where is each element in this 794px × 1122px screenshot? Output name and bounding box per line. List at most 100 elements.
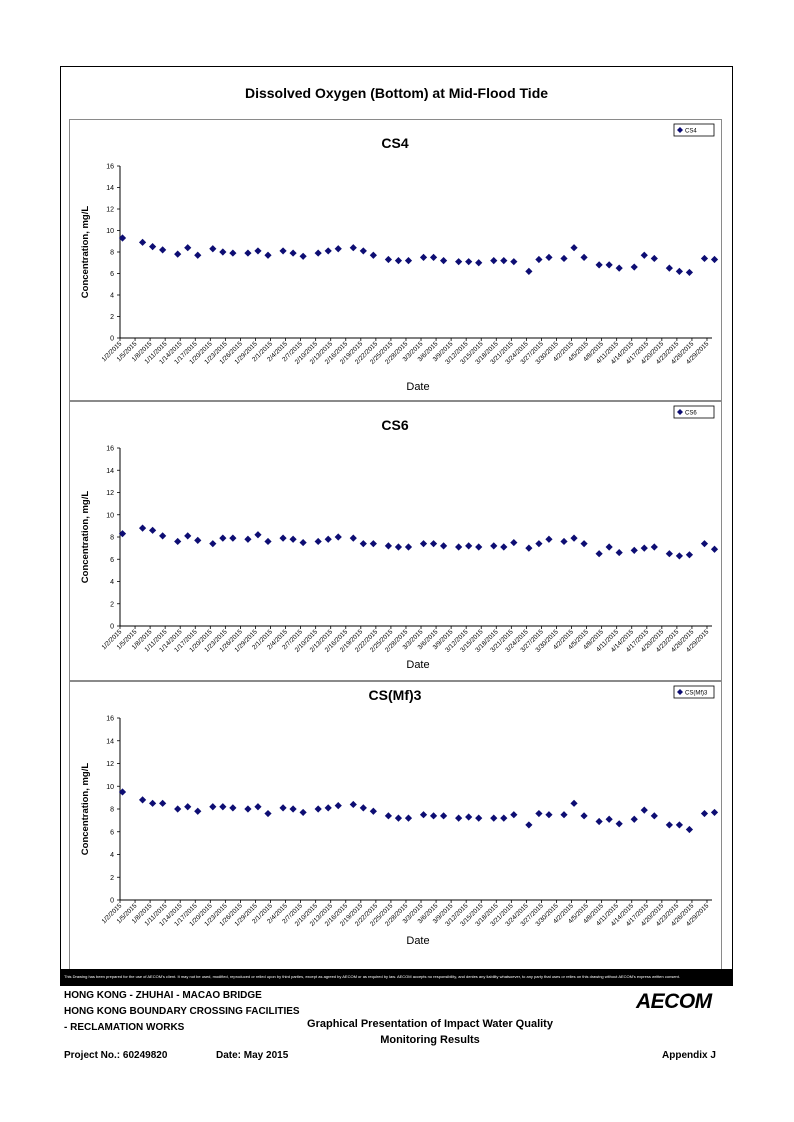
data-point: [209, 803, 217, 811]
chart-csmf3: CS(Mf)3 CS(Mf)302468101214161/2/20151/5/2…: [80, 685, 719, 947]
data-point: [279, 534, 287, 542]
data-point: [229, 534, 237, 542]
chart-panel-cs4: CS4 CS4 0 2 4 6 8 10 12 14 16 1/2/2015 1/5/2015 1/8/2…: [69, 119, 722, 401]
data-point: [324, 247, 332, 255]
data-point: [299, 252, 307, 260]
drawing-title-line-1: Graphical Presentation of Impact Water Q…: [307, 1018, 553, 1030]
data-point: [419, 253, 428, 261]
x-axis-title-csmf3: Date: [406, 935, 429, 947]
legend-box: [673, 685, 715, 699]
page-title: Dissolved Oxygen (Bottom) at Mid-Flood T…: [244, 85, 549, 101]
y-tick-label: 16: [106, 716, 114, 723]
data-point: [209, 540, 217, 548]
project-line-3: - RECLAMATION WORKS: [64, 1022, 185, 1033]
data-point: [429, 540, 438, 548]
project-line-2: HONG KONG BOUNDARY CROSSING FACILITIES: [64, 1006, 300, 1017]
data-point: [149, 799, 157, 807]
legend-marker: [677, 409, 683, 415]
data-point: [159, 532, 167, 540]
data-point: [384, 255, 393, 264]
legend-marker: [677, 127, 683, 133]
data-point: [580, 253, 588, 261]
data-point: [149, 243, 157, 251]
data-point: [244, 535, 252, 543]
y-tick-label: 14: [106, 738, 114, 745]
data-point: [525, 544, 533, 552]
y-tick-label: 6: [110, 271, 114, 278]
data-point: [264, 809, 272, 818]
data-point: [475, 543, 483, 551]
y-axis-title-cs4: Concentration, mg/L: [80, 206, 91, 299]
data-point: [630, 263, 638, 271]
legend-cs4: CS4: [673, 123, 715, 137]
data-point: [595, 817, 603, 826]
data-point: [299, 808, 307, 817]
data-point: [394, 814, 403, 822]
y-tick-label: 12: [106, 761, 114, 768]
y-tick-label: 12: [106, 490, 114, 497]
data-point: [685, 825, 694, 834]
data-point: [118, 788, 127, 796]
data-point: [630, 815, 638, 823]
data-point: [665, 821, 673, 829]
legend-csmf3: CS(Mf)3: [673, 685, 715, 699]
y-tick-label: 0: [110, 898, 114, 905]
y-tick-label: 4: [110, 293, 114, 300]
data-point: [510, 258, 518, 266]
y-tick-label: 14: [106, 468, 114, 475]
data-point: [570, 534, 578, 542]
y-tick-label: 0: [110, 336, 114, 343]
data-point: [535, 540, 543, 548]
data-point: [324, 535, 332, 543]
data-point: [535, 255, 543, 264]
data-point: [349, 800, 357, 809]
data-point: [299, 538, 307, 547]
y-axis-title-cs6: Concentration, mg/L: [80, 491, 91, 584]
data-point: [500, 543, 508, 551]
data-point: [404, 257, 413, 265]
data-point: [510, 538, 518, 547]
data-point: [535, 809, 543, 818]
data-point: [439, 812, 448, 820]
data-point: [595, 261, 603, 269]
data-point: [334, 533, 342, 541]
data-point: [314, 805, 322, 813]
data-point: [334, 801, 342, 810]
data-point: [359, 247, 367, 255]
data-point: [700, 809, 709, 818]
legend-label: CS4: [685, 129, 697, 135]
data-point: [580, 540, 588, 548]
data-point: [439, 257, 448, 265]
project-number: Project No.: 60249820: [64, 1050, 168, 1061]
data-point: [500, 257, 508, 265]
data-point: [359, 804, 367, 812]
y-tick-label: 12: [106, 207, 114, 214]
y-tick-label: 6: [110, 557, 114, 564]
data-point: [465, 542, 473, 550]
data-point: [580, 812, 588, 820]
data-point: [279, 804, 287, 812]
data-point: [174, 250, 182, 258]
data-point: [334, 245, 342, 253]
data-point: [394, 543, 403, 551]
data-point: [490, 542, 498, 550]
y-tick-label: 4: [110, 579, 114, 586]
data-point: [675, 267, 683, 275]
data-point: [710, 545, 719, 553]
legend-box: [673, 405, 715, 419]
chart-panel-cs6: CS6 CS6 0 2 4 6 8 10 12 14 16 1/2/2015 1/5/2015 1/8/2…: [69, 401, 722, 681]
data-point: [289, 535, 297, 543]
data-point: [640, 806, 648, 814]
drawing-title-line-2: Monitoring Results: [380, 1034, 480, 1046]
data-point: [394, 257, 403, 265]
chart-panel-csmf3: CS(Mf)3 CS(Mf)3 0 2 4 6 8 10 12 14 16 1/2/2015 1/5/2…: [69, 681, 722, 970]
data-point: [118, 234, 127, 242]
data-point: [229, 804, 237, 812]
data-point: [244, 805, 252, 813]
data-point: [595, 550, 603, 558]
y-tick-label: 8: [110, 535, 114, 542]
data-point: [429, 253, 438, 261]
data-point: [404, 543, 413, 551]
data-point: [184, 532, 192, 540]
data-point: [675, 821, 683, 829]
